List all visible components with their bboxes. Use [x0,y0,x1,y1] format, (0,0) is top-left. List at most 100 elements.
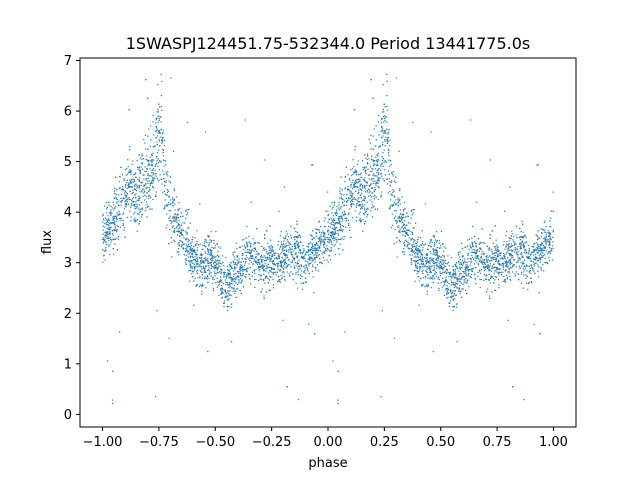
data-point [224,291,226,293]
data-point [300,252,302,254]
data-point [211,255,213,257]
data-point [348,197,350,199]
data-point [341,193,343,196]
data-point [370,183,372,185]
data-point [214,264,216,266]
data-point [403,210,405,212]
data-point [157,108,159,111]
data-point [233,256,235,258]
data-point [269,275,271,277]
data-point [398,231,400,233]
data-point [493,272,495,274]
data-point [266,253,268,255]
data-point [190,243,192,245]
data-point [280,260,282,262]
data-point [418,250,420,252]
data-point [208,245,210,247]
data-point [521,240,523,242]
data-point [395,181,397,183]
data-point [483,253,486,255]
data-point [458,280,460,282]
data-point [163,207,165,209]
data-point [527,288,529,290]
data-point [529,267,531,269]
data-point [303,265,305,267]
data-point [431,241,433,243]
data-point [472,244,474,246]
data-point [343,226,345,228]
data-point [189,255,191,257]
data-point [122,212,125,214]
data-point [349,201,352,203]
data-point [491,267,493,269]
data-point [244,268,246,271]
data-point [490,277,492,280]
data-point [339,243,341,245]
data-point [531,265,533,267]
data-point [447,287,449,289]
data-point [519,245,521,247]
data-point [378,174,380,176]
data-point [401,218,403,220]
data-point [156,156,158,158]
data-point [492,258,494,260]
data-point [149,182,152,184]
data-point [416,248,419,250]
data-point [148,180,150,182]
data-point [162,148,164,151]
data-point [331,208,333,210]
data-point [513,251,515,253]
data-point [350,194,352,196]
data-point [297,242,300,244]
data-point [333,204,335,206]
data-point [132,201,134,203]
data-point [148,187,150,189]
data-point [187,251,189,253]
data-point [174,217,176,219]
data-point [467,279,469,281]
data-point [113,209,115,211]
data-point [520,244,522,246]
data-point [433,260,435,262]
data-point [465,274,467,276]
data-point [519,236,521,238]
data-point [430,239,432,241]
data-point [282,271,284,273]
data-point [504,269,506,271]
data-point [399,213,402,215]
data-point [108,204,110,206]
data-point [117,229,119,231]
data-point [383,180,385,182]
data-point [144,191,146,193]
data-point [320,238,322,240]
data-point [323,226,325,228]
data-point [433,235,436,237]
data-point [114,221,116,223]
data-point [319,242,322,245]
data-point [207,275,209,277]
data-point [178,224,180,226]
data-point [207,248,209,250]
data-point [517,245,519,248]
data-point [143,184,145,186]
data-point [345,197,348,199]
data-point [137,178,139,180]
data-point [340,238,342,240]
data-point [196,284,199,286]
data-point [453,290,456,292]
data-point [359,185,361,187]
data-point [364,198,366,200]
data-point [415,265,417,267]
data-point [108,212,111,214]
data-point [527,256,529,258]
data-point [362,169,364,171]
data-point [194,258,196,260]
data-point [209,270,211,272]
data-point [519,242,521,244]
data-point [200,284,202,286]
data-point [211,265,213,268]
data-point [319,240,321,242]
data-point [371,201,373,203]
data-point [505,265,507,267]
data-point [123,227,125,229]
